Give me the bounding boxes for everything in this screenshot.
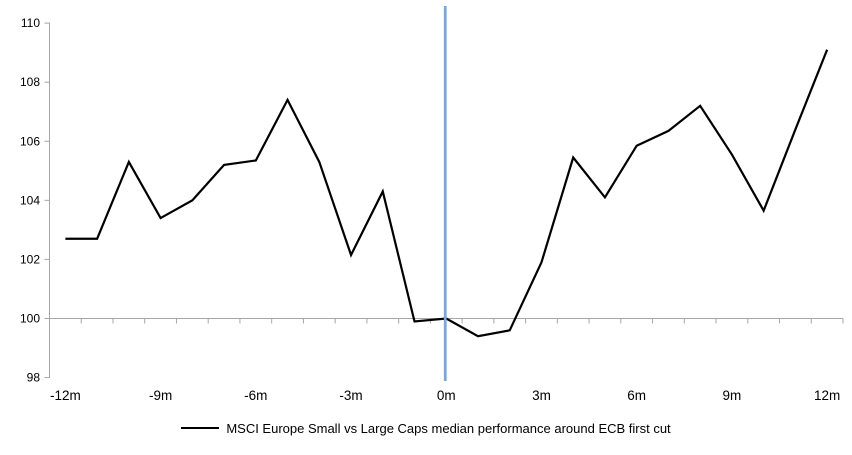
x-tick-label: -9m bbox=[149, 388, 172, 403]
x-tick-label: 3m bbox=[532, 388, 551, 403]
y-tick-label: 98 bbox=[27, 371, 41, 385]
x-tick-label: -12m bbox=[50, 388, 81, 403]
x-tick-label: -3m bbox=[339, 388, 362, 403]
y-tick-label: 100 bbox=[20, 312, 40, 326]
legend-line-swatch bbox=[181, 427, 220, 429]
y-tick-label: 110 bbox=[21, 16, 40, 30]
x-tick-label: 6m bbox=[627, 388, 646, 403]
x-tick-label: 12m bbox=[814, 388, 840, 403]
x-tick-label: 0m bbox=[437, 388, 456, 403]
y-tick-label: 104 bbox=[20, 193, 40, 207]
y-tick-label: 108 bbox=[20, 75, 40, 89]
legend-series-label: MSCI Europe Small vs Large Caps median p… bbox=[226, 420, 671, 436]
y-tick-label: 106 bbox=[20, 134, 40, 148]
x-tick-label: -6m bbox=[244, 388, 267, 403]
y-tick-label: 102 bbox=[20, 252, 40, 266]
x-tick-label: 9m bbox=[723, 388, 742, 403]
legend: MSCI Europe Small vs Large Caps median p… bbox=[0, 419, 852, 437]
